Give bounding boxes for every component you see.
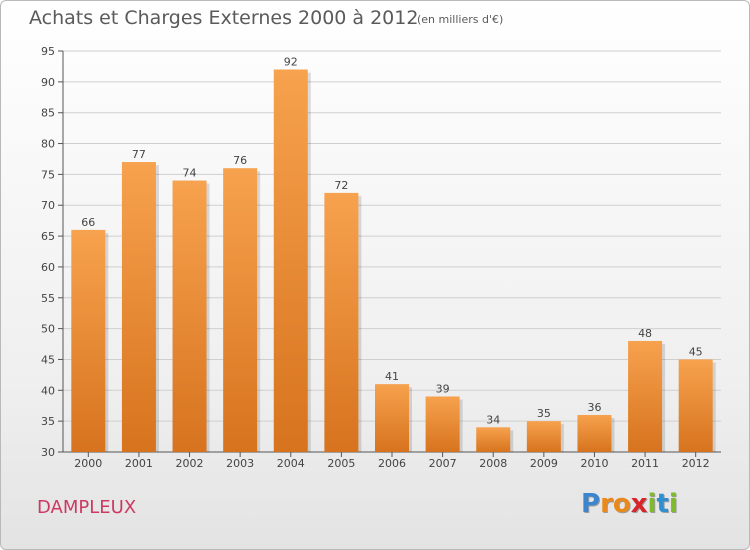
x-tick-label: 2006 — [378, 457, 406, 470]
logo-letter: x — [630, 489, 648, 519]
y-tick-label: 95 — [41, 45, 55, 58]
bar-2006 — [375, 384, 409, 452]
chart-title: Achats et Charges Externes 2000 à 2012 — [29, 7, 419, 29]
bar-value-label: 41 — [385, 370, 399, 383]
y-tick-label: 65 — [41, 230, 55, 243]
y-tick-label: 75 — [41, 168, 55, 181]
commune-name: DAMPLEUX — [37, 497, 137, 518]
bar-2002 — [172, 180, 207, 453]
bar-2008 — [476, 427, 511, 452]
bar-2000 — [71, 229, 106, 452]
logo-letter: i — [647, 489, 657, 519]
bar-value-label: 34 — [486, 413, 500, 426]
y-tick-label: 55 — [41, 292, 55, 305]
bar-2004 — [273, 69, 308, 452]
x-tick-label: 2000 — [74, 457, 102, 470]
y-tick-label: 45 — [41, 353, 55, 366]
bar-2010 — [577, 414, 612, 452]
logo-letter: t — [656, 489, 669, 519]
bar-value-label: 74 — [183, 167, 197, 180]
bar-value-label: 77 — [132, 148, 146, 161]
bars — [71, 69, 716, 453]
y-tick-label: 35 — [41, 415, 55, 428]
bar-2001 — [121, 162, 156, 453]
bar-2011 — [628, 340, 663, 452]
bar-value-label: 72 — [334, 179, 348, 192]
x-tick-label: 2012 — [682, 457, 710, 470]
labels: 30 35 40 45 50 55 60 65 70 75 80 85 90 95 66 2000 77 2001… — [41, 45, 710, 470]
y-tick-label: 80 — [41, 138, 55, 151]
x-tick-label: 2002 — [176, 457, 204, 470]
y-tick-label: 90 — [41, 76, 55, 89]
proxiti-logo: Proxiti — [581, 489, 678, 519]
bar-value-label: 39 — [436, 382, 450, 395]
bar-value-label: 92 — [284, 56, 298, 69]
bar-2003 — [223, 168, 258, 452]
bar-value-label: 48 — [638, 327, 652, 340]
bar-value-label: 66 — [81, 216, 95, 229]
x-tick-label: 2008 — [479, 457, 507, 470]
logo-letter: P — [581, 489, 601, 519]
logo-letter: r — [600, 489, 613, 519]
y-tick-label: 50 — [41, 323, 55, 336]
x-tick-label: 2005 — [327, 457, 355, 470]
logo-letter: o — [612, 489, 631, 519]
y-tick-label: 30 — [41, 446, 55, 459]
chart-subtitle: (en milliers d'€) — [417, 13, 504, 26]
x-tick-label: 2004 — [277, 457, 305, 470]
x-tick-label: 2011 — [631, 457, 659, 470]
logo-letter: i — [668, 489, 678, 519]
y-tick-label: 40 — [41, 384, 55, 397]
bar-2007 — [425, 396, 460, 452]
x-tick-label: 2003 — [226, 457, 254, 470]
bar-value-label: 35 — [537, 407, 551, 420]
bar-2005 — [324, 192, 359, 452]
bar-value-label: 36 — [587, 401, 601, 414]
x-tick-label: 2001 — [125, 457, 153, 470]
bar-2012 — [678, 359, 713, 452]
y-tick-label: 85 — [41, 107, 55, 120]
y-tick-label: 60 — [41, 261, 55, 274]
y-tick-label: 70 — [41, 199, 55, 212]
x-tick-label: 2007 — [429, 457, 457, 470]
x-tick-label: 2010 — [580, 457, 608, 470]
bar-2009 — [526, 421, 561, 452]
bar-value-label: 76 — [233, 154, 247, 167]
bar-value-label: 45 — [689, 345, 703, 358]
x-tick-label: 2009 — [530, 457, 558, 470]
